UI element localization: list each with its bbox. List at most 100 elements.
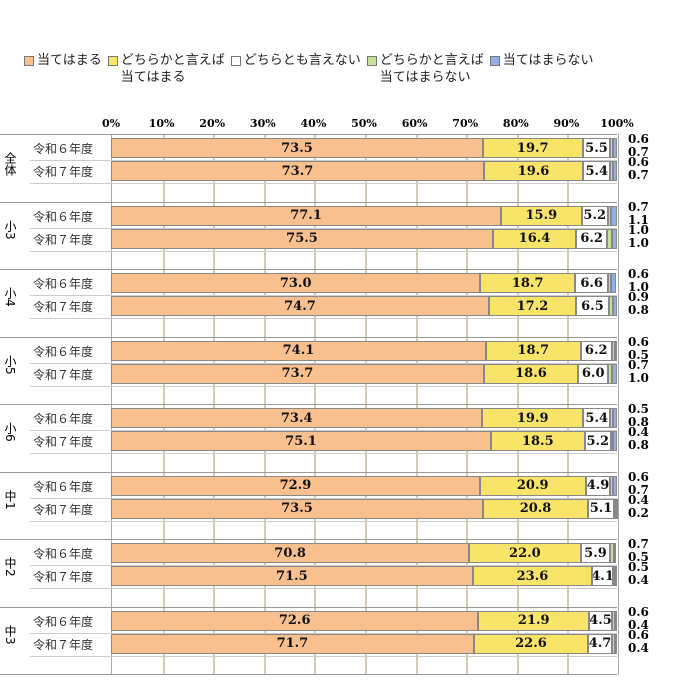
bar-segment: 19.7 bbox=[482, 138, 583, 158]
legend-item: どちらとも言えない bbox=[230, 52, 361, 86]
small-value-label: 1.0 bbox=[628, 235, 649, 250]
bar-segment: 73.5 bbox=[111, 498, 483, 519]
bar-segment bbox=[607, 205, 612, 226]
bar-segment: 22.6 bbox=[473, 633, 589, 654]
row-label: 令和６年度 bbox=[33, 614, 94, 629]
x-tick: 0% bbox=[101, 117, 121, 130]
bar-segment: 5.1 bbox=[588, 498, 614, 519]
bar-segment: 17.2 bbox=[488, 296, 576, 316]
small-value-label: 0.2 bbox=[628, 505, 649, 520]
bar-segment bbox=[615, 498, 618, 519]
small-value-label: 0.7 bbox=[628, 168, 649, 182]
bar-segment bbox=[614, 633, 617, 654]
bar-segment: 20.9 bbox=[479, 475, 586, 496]
bar-segment: 4.1 bbox=[592, 566, 613, 586]
x-tick: 80% bbox=[502, 117, 529, 130]
x-tick: 30% bbox=[249, 117, 276, 130]
group-label: 小6 bbox=[3, 422, 17, 442]
row-label: 令和７年度 bbox=[33, 165, 94, 179]
bar: 74.1 18.7 6.2 bbox=[111, 340, 618, 361]
small-value-label: 0.6 bbox=[628, 155, 649, 169]
small-value-label: 0.5 bbox=[628, 550, 649, 564]
bar-segment bbox=[615, 566, 618, 586]
bar-segment bbox=[610, 138, 614, 158]
bar-segment bbox=[610, 543, 614, 563]
bar-segment: 19.6 bbox=[483, 161, 584, 181]
x-tick: 50% bbox=[351, 117, 377, 130]
legend-swatch bbox=[366, 56, 377, 66]
small-value-label: 0.4 bbox=[628, 425, 649, 439]
bar-segment bbox=[610, 408, 613, 428]
bar-segment: 4.7 bbox=[588, 633, 612, 654]
bar-segment: 72.9 bbox=[111, 475, 480, 496]
bar-segment bbox=[614, 610, 617, 631]
bar: 70.8 22.0 5.9 bbox=[111, 543, 617, 563]
row-label: 令和７年度 bbox=[33, 435, 94, 449]
bar-segment: 73.7 bbox=[111, 363, 484, 384]
small-value-label: 0.4 bbox=[628, 492, 649, 507]
x-tick: 10% bbox=[148, 117, 175, 130]
group-label: 小5 bbox=[3, 354, 17, 375]
small-value-label: 0.6 bbox=[628, 627, 649, 642]
bar-segment bbox=[613, 475, 617, 496]
bar-segment: 6.2 bbox=[580, 340, 612, 361]
bar: 73.7 19.6 5.4 bbox=[111, 161, 617, 181]
small-value-label: 0.5 bbox=[628, 560, 649, 574]
row-label: 令和７年度 bbox=[33, 637, 94, 652]
bar-segment bbox=[608, 363, 612, 384]
legend-item: 当てはまる bbox=[24, 52, 102, 86]
bar: 73.5 20.8 5.1 bbox=[111, 498, 618, 519]
small-value-label: 0.7 bbox=[628, 199, 649, 214]
small-value-label: 0.7 bbox=[628, 482, 649, 497]
bar-segment: 21.9 bbox=[478, 610, 590, 631]
bar-segment: 23.6 bbox=[472, 566, 593, 586]
legend-label: 当てはまる bbox=[37, 53, 102, 68]
bar: 73.4 19.9 5.4 bbox=[111, 408, 617, 428]
small-value-label: 0.7 bbox=[628, 145, 649, 159]
bar-segment: 74.1 bbox=[111, 340, 486, 361]
bar: 72.6 21.9 4.5 bbox=[111, 610, 617, 631]
group-label: 中3 bbox=[3, 624, 17, 645]
bar-segment bbox=[611, 610, 615, 631]
legend-item: 当てはまらない bbox=[489, 52, 594, 86]
bar-segment: 73.0 bbox=[111, 273, 481, 293]
bar-segment: 74.7 bbox=[111, 296, 489, 316]
bar: 75.1 18.5 5.2 bbox=[111, 431, 617, 451]
row-label: 令和６年度 bbox=[33, 479, 94, 494]
bar-segment: 6.0 bbox=[578, 363, 609, 384]
bar-segment: 15.9 bbox=[501, 205, 582, 226]
bar-segment: 6.6 bbox=[574, 273, 609, 293]
bar-segment bbox=[610, 431, 613, 451]
small-value-label: 0.6 bbox=[628, 334, 649, 349]
legend-label: どちらとも言えない bbox=[243, 53, 361, 68]
bar-segment: 5.2 bbox=[581, 205, 608, 226]
bar-segment: 6.5 bbox=[576, 296, 609, 316]
bar-segment bbox=[612, 566, 616, 586]
bar: 71.7 22.6 4.7 bbox=[111, 633, 617, 654]
bar: 73.0 18.7 6.6 bbox=[111, 273, 617, 293]
bar-segment: 18.6 bbox=[483, 363, 579, 384]
bar-segment: 75.5 bbox=[111, 228, 494, 249]
bar-segment bbox=[612, 431, 617, 451]
bar-segment bbox=[611, 633, 615, 654]
row-label: 令和７年度 bbox=[33, 232, 94, 247]
small-value-label: 0.4 bbox=[628, 573, 649, 587]
bar-segment: 16.4 bbox=[493, 228, 576, 249]
bar-segment bbox=[611, 340, 615, 361]
legend-label: どちらかと言えば 当てはまらない bbox=[379, 53, 484, 85]
bar: 74.7 17.2 6.5 bbox=[111, 296, 618, 316]
bar-segment bbox=[613, 296, 618, 316]
bar-segment bbox=[613, 543, 617, 563]
small-value-label: 0.8 bbox=[628, 438, 649, 452]
bar-segment bbox=[608, 273, 612, 293]
bar-segment bbox=[611, 363, 617, 384]
row-label: 令和７年度 bbox=[33, 502, 94, 517]
small-value-label: 0.5 bbox=[628, 347, 649, 362]
bar-segment bbox=[612, 408, 617, 428]
bar-segment: 73.5 bbox=[111, 138, 483, 158]
x-tick: 90% bbox=[553, 117, 580, 130]
legend-item: どちらかと言えば 当てはまらない bbox=[366, 52, 484, 86]
bar-segment: 5.5 bbox=[582, 138, 611, 158]
bar-segment: 20.8 bbox=[482, 498, 589, 519]
legend-swatch bbox=[107, 56, 118, 66]
